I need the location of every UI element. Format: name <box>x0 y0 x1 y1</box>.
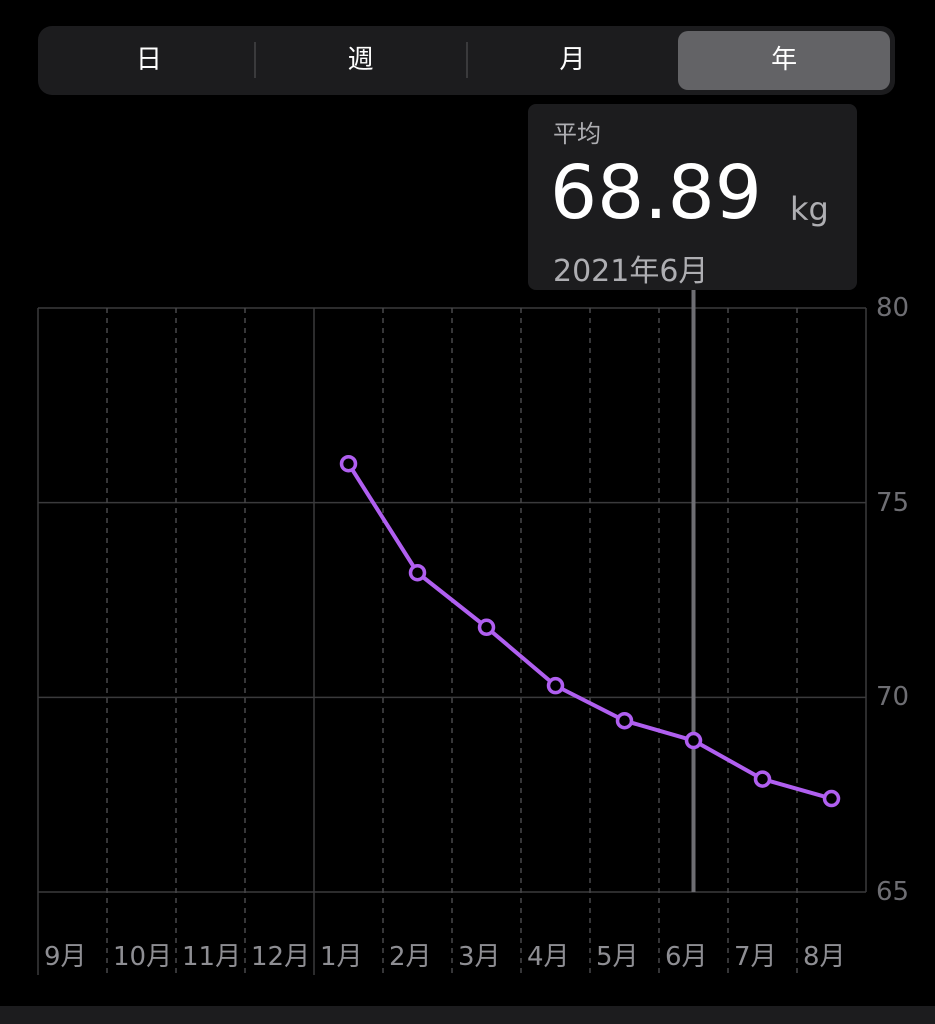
x-tick-label: 1月 <box>320 942 363 972</box>
bottom-bar <box>0 1006 935 1024</box>
data-point <box>684 731 703 750</box>
x-tick-label: 10月 <box>113 942 173 972</box>
x-tick-label: 7月 <box>734 942 777 972</box>
segment[interactable]: 年 <box>678 31 890 90</box>
data-point <box>546 676 565 695</box>
separator <box>465 42 468 78</box>
data-point <box>477 618 496 637</box>
x-tick-label: 2月 <box>389 942 432 972</box>
separator <box>253 42 256 78</box>
data-point <box>408 563 427 582</box>
segment[interactable]: 週 <box>347 45 374 75</box>
data-point <box>615 711 634 730</box>
segment[interactable]: 月 <box>559 45 586 75</box>
y-tick-label: 75 <box>876 487 910 518</box>
x-tick-label: 8月 <box>803 942 846 972</box>
y-tick-label: 65 <box>876 877 910 907</box>
x-tick-label: 11月 <box>182 942 242 972</box>
tooltip-unit: kg <box>790 190 829 228</box>
data-line <box>346 462 833 801</box>
segmented-control: 日週月年 <box>38 26 895 95</box>
x-tick-label: 3月 <box>458 942 501 972</box>
x-tick-label: 6月 <box>665 942 708 972</box>
y-tick-label: 70 <box>876 682 910 713</box>
data-point <box>822 789 841 808</box>
tooltip-value: 68.89 <box>550 150 762 236</box>
x-tick-label: 4月 <box>527 942 570 972</box>
x-tick-label: 9月 <box>44 942 87 972</box>
x-tick-label: 5月 <box>596 942 639 972</box>
data-point <box>753 770 772 788</box>
y-tick-label: 80 <box>876 293 910 323</box>
data-point <box>339 454 358 473</box>
tooltip-date: 2021年6月 <box>553 254 709 289</box>
tooltip: 平均 68.89 kg 2021年6月 <box>528 104 857 290</box>
tooltip-label: 平均 <box>553 120 601 148</box>
x-tick-label: 12月 <box>251 942 311 972</box>
segment[interactable]: 日 <box>135 45 162 75</box>
